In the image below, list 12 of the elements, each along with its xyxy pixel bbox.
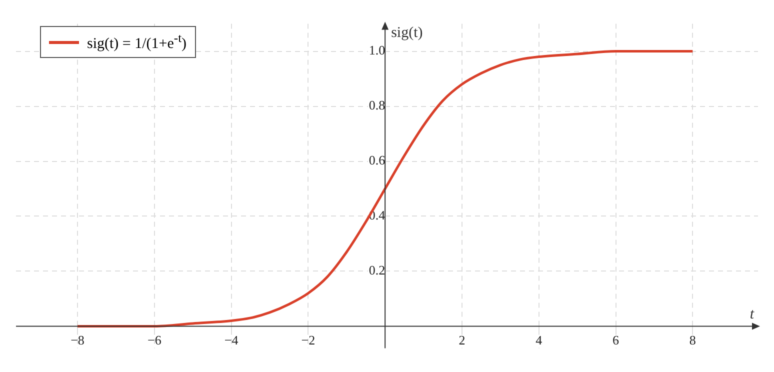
x-tick-label: 2 [458,332,466,348]
y-axis-title: sig(t) [391,25,423,42]
x-tick-label: 8 [689,332,696,348]
legend-label: sig(t) = 1/(1+e$^{-t}$) [87,31,187,53]
x-tick-label: −2 [301,332,316,348]
x-tick-label: −6 [147,332,162,348]
x-tick-label: −4 [224,332,239,348]
x-tick-label: 6 [612,332,620,348]
x-axis-title: t [750,306,755,323]
x-tick-label: −8 [70,332,84,348]
x-tick-label: 4 [536,332,543,348]
y-tick-label: 0.2 [368,262,386,278]
